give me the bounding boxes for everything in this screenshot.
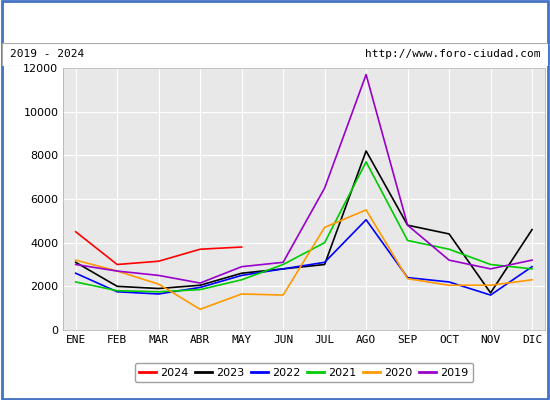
Text: 2019 - 2024: 2019 - 2024 (10, 49, 84, 59)
Text: Evolucion Nº Turistas Extranjeros en el municipio de Tomiño: Evolucion Nº Turistas Extranjeros en el … (35, 14, 515, 28)
Text: http://www.foro-ciudad.com: http://www.foro-ciudad.com (365, 49, 540, 59)
FancyBboxPatch shape (2, 43, 548, 66)
Legend: 2024, 2023, 2022, 2021, 2020, 2019: 2024, 2023, 2022, 2021, 2020, 2019 (135, 363, 473, 382)
